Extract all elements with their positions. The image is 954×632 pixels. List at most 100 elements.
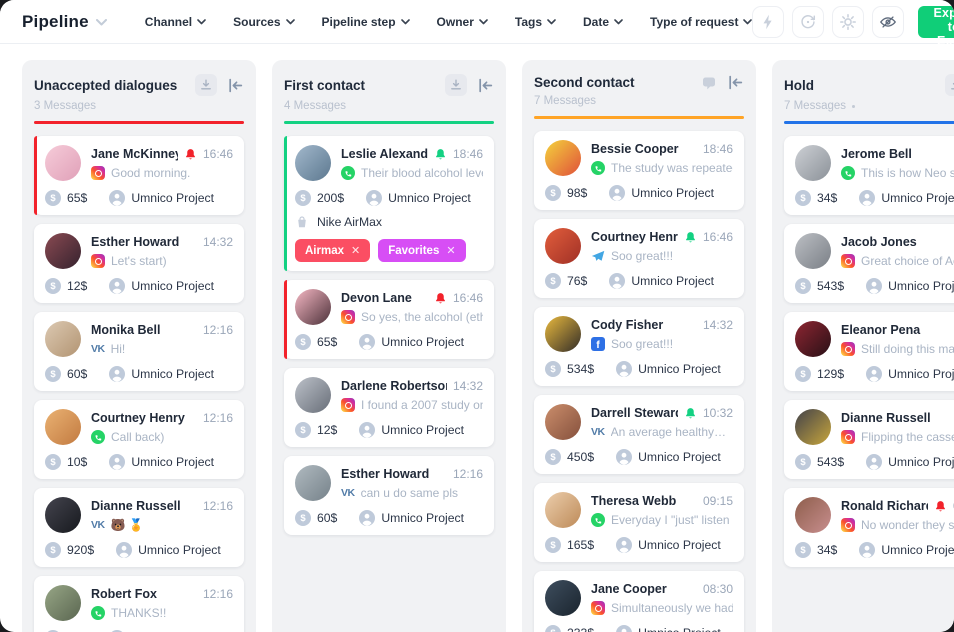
filter-type-of-request[interactable]: Type of request	[650, 14, 753, 29]
dialog-card[interactable]: Jerome Bell This is how Neo sees the wo …	[784, 136, 954, 215]
owner-icon	[109, 366, 126, 382]
chevron-down-icon	[197, 18, 206, 24]
avatar	[545, 580, 581, 616]
archive-download-icon	[951, 82, 954, 90]
column-header: First contact	[284, 74, 494, 96]
tag-airmax[interactable]: Airmax ✕	[295, 239, 371, 262]
message-preview: Everyday I "just" listen to …	[611, 513, 733, 527]
chat-bubble-button[interactable]	[701, 75, 717, 91]
price-icon: $	[795, 454, 811, 470]
lightning-button[interactable]	[752, 5, 785, 38]
gear-button[interactable]	[832, 5, 865, 38]
contact-name: Cody Fisher	[591, 318, 664, 332]
tags-row: Airmax ✕ Favorites ✕	[295, 239, 483, 262]
contact-name: Ronald Richards	[841, 499, 928, 513]
dialog-card[interactable]: Darlene Robertson 14:32 I found a 2007 s…	[284, 368, 494, 447]
message-time: 12:16	[202, 587, 233, 601]
vk-icon: VK	[91, 519, 105, 531]
collapse-column-button[interactable]	[727, 74, 744, 91]
deal-owner: Umnico Project	[888, 279, 954, 293]
dialog-card[interactable]: Darrell Steward 10:32 VK An average heal…	[534, 395, 744, 474]
eye-off-button[interactable]	[872, 5, 905, 38]
dialog-card[interactable]: Courtney Henry 12:16 Call back) $ 10$ Um…	[34, 400, 244, 479]
vk-icon: VK	[91, 343, 105, 355]
filter-pipeline-step[interactable]: Pipeline step	[322, 15, 410, 29]
dialog-card[interactable]: Dianne Russell Flipping the cassette whi…	[784, 400, 954, 479]
message-time: 18:46	[452, 147, 483, 161]
dialog-card[interactable]: Courtney Henry 16:46 Soo great!!! $ 76$ …	[534, 219, 744, 298]
dialog-card[interactable]: Jane Cooper 08:30 Simultaneously we had …	[534, 571, 744, 632]
dialog-card[interactable]: Cody Fisher 14:32 f Soo great!!! $ 534$ …	[534, 307, 744, 386]
filter-owner[interactable]: Owner	[437, 15, 488, 29]
export-to-excel-button[interactable]: Export to Excel	[918, 5, 954, 48]
dialog-card[interactable]: Bessie Cooper 18:46 The study was repeat…	[534, 131, 744, 210]
owner-icon	[109, 454, 126, 470]
dialog-card[interactable]: Dianne Russell 12:16 VK 🐻 🏅 $ 920$ Umnic…	[34, 488, 244, 567]
message-preview: THANKS!!	[111, 606, 167, 620]
tag-remove-icon[interactable]: ✕	[446, 245, 456, 257]
dialog-card[interactable]: Robert Fox 12:16 THANKS!! $ 12$ Umnico P…	[34, 576, 244, 632]
column-accent-rule	[784, 121, 954, 124]
product-label: Nike AirMax	[317, 215, 383, 229]
owner-icon	[616, 537, 633, 553]
contact-name: Theresa Webb	[591, 494, 677, 508]
price-icon: $	[795, 542, 811, 558]
tag-favorites[interactable]: Favorites ✕	[378, 239, 466, 262]
dialog-card[interactable]: Leslie Alexander 18:46 Their blood alcoh…	[284, 136, 494, 271]
contact-name: Courtney Henry	[591, 230, 678, 244]
notification-bell-icon	[685, 407, 695, 418]
dialog-card[interactable]: Monika Bell 12:16 VK Hi! $ 60$ Umnico Pr…	[34, 312, 244, 391]
collapse-column-button[interactable]	[227, 77, 244, 94]
notification-bell-icon	[435, 148, 445, 159]
dialog-card[interactable]: Esther Howard 14:32 Let's start) $ 12$ U…	[34, 224, 244, 303]
tag-remove-icon[interactable]: ✕	[351, 245, 361, 257]
avatar	[545, 228, 581, 264]
whatsapp-icon	[91, 430, 105, 444]
filter-sources[interactable]: Sources	[233, 15, 295, 29]
archive-download-button[interactable]	[945, 74, 954, 96]
dialog-card[interactable]: Eleanor Pena Still doing this man 💣 $ 12…	[784, 312, 954, 391]
deal-price: 920$	[67, 543, 95, 557]
price-icon: $	[45, 630, 61, 632]
dialog-card[interactable]: Esther Howard 12:16 VK can u do same pls…	[284, 456, 494, 535]
message-preview: An average healthy…	[610, 425, 726, 439]
contact-name: Leslie Alexander	[341, 147, 428, 161]
filter-label: Type of request	[650, 14, 739, 29]
page-title[interactable]: Pipeline	[22, 12, 107, 32]
collapse-column-icon	[479, 78, 493, 92]
notification-bell-icon	[685, 231, 695, 242]
count-dot	[852, 104, 856, 108]
chevron-down-icon	[614, 18, 623, 24]
price-icon: $	[45, 542, 61, 558]
filter-date[interactable]: Date	[583, 15, 623, 29]
message-preview: Their blood alcohol levels rose…	[361, 166, 483, 180]
owner-icon	[616, 625, 633, 632]
dialog-card[interactable]: Ronald Richards 09:15 No wonder they say…	[784, 488, 954, 567]
dialog-card[interactable]: Jane McKinney 16:46 Good morning. $ 65$ …	[34, 136, 244, 215]
filter-channel[interactable]: Channel	[145, 15, 206, 29]
filter-label: Channel	[144, 14, 193, 29]
deal-owner: Umnico Project	[888, 367, 954, 381]
owner-icon	[109, 190, 126, 206]
dialog-card[interactable]: Jacob Jones Great choice of Acronym AF $…	[784, 224, 954, 303]
avatar	[545, 492, 581, 528]
vk-icon: VK	[591, 426, 605, 438]
refresh-button[interactable]	[792, 5, 825, 38]
deal-price: 12$	[317, 423, 338, 437]
collapse-column-button[interactable]	[477, 77, 494, 94]
pipeline-board: Unaccepted dialogues 3 Messages Jane McK…	[0, 44, 954, 632]
avatar	[545, 140, 581, 176]
archive-download-button[interactable]	[445, 74, 467, 96]
owner-icon	[859, 190, 876, 206]
filter-tags[interactable]: Tags	[515, 15, 556, 29]
message-preview: Great choice of Acronym AF	[861, 254, 954, 268]
message-preview: Let's start)	[111, 254, 167, 268]
dialog-card[interactable]: Devon Lane 16:46 So yes, the alcohol (et…	[284, 280, 494, 359]
dialog-card[interactable]: Theresa Webb 09:15 Everyday I "just" lis…	[534, 483, 744, 562]
contact-name: Esther Howard	[341, 467, 430, 481]
archive-download-button[interactable]	[195, 74, 217, 96]
avatar	[795, 321, 831, 357]
tag-label: Favorites	[388, 244, 440, 257]
price-icon: $	[545, 361, 561, 377]
price-icon: $	[295, 190, 311, 206]
